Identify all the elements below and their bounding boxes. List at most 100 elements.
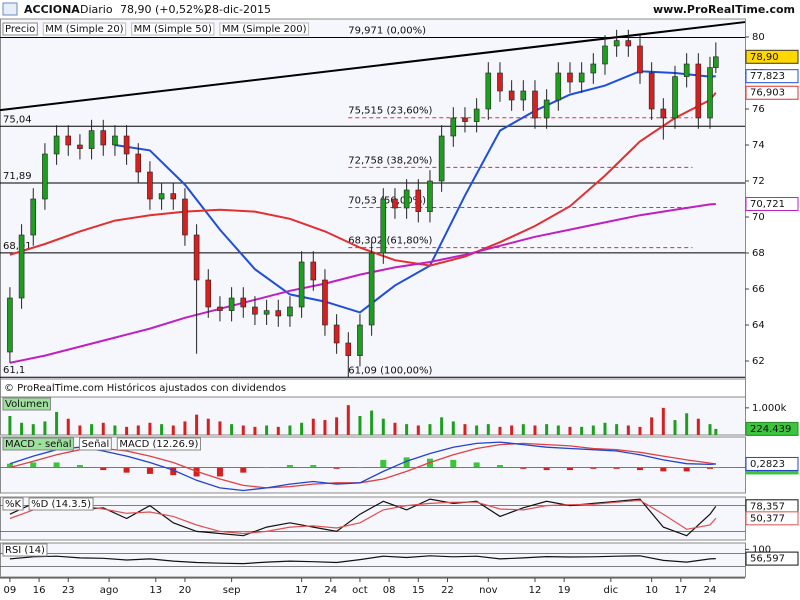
candle-body bbox=[555, 72, 562, 101]
level-label: 61,1 bbox=[3, 365, 25, 376]
candle-body bbox=[298, 261, 305, 308]
trend-line bbox=[0, 21, 746, 112]
volume-bar bbox=[580, 426, 584, 435]
last-value-box bbox=[745, 85, 799, 100]
histogram-bar bbox=[636, 467, 643, 471]
fib-label: 75,515 (23,60%) bbox=[348, 106, 432, 117]
indicator-line bbox=[9, 555, 716, 565]
y-tick-label: 80 bbox=[752, 32, 765, 43]
histogram-bar bbox=[76, 465, 83, 468]
volume-bar bbox=[533, 425, 537, 435]
last-value-label: 0,2823 bbox=[750, 459, 785, 470]
volume-bar bbox=[661, 407, 665, 435]
candle-body bbox=[438, 135, 445, 182]
candle-body bbox=[65, 135, 72, 146]
panel-background bbox=[0, 542, 746, 578]
last-value-label: 77,823 bbox=[750, 71, 785, 82]
last-value-label: 224.439 bbox=[750, 424, 791, 435]
volume-bar bbox=[696, 418, 700, 435]
histogram-bar bbox=[403, 457, 410, 468]
x-tick-label: 24 bbox=[704, 585, 717, 596]
candle-body bbox=[53, 135, 60, 155]
volume-bar bbox=[113, 425, 117, 435]
candle-body bbox=[287, 306, 293, 317]
histogram-bar bbox=[100, 467, 107, 471]
volume-bar bbox=[370, 410, 374, 435]
y-tick-label: 68 bbox=[752, 248, 765, 259]
last-value-label: 78,357 bbox=[750, 501, 785, 512]
candle-body bbox=[520, 90, 527, 101]
volume-bar bbox=[381, 418, 385, 435]
volume-bar bbox=[66, 418, 70, 435]
x-tick-label: oct bbox=[352, 585, 368, 596]
period: Diario bbox=[80, 3, 113, 16]
volume-bar bbox=[20, 422, 24, 435]
y-tick-label: 1.000k bbox=[752, 403, 787, 414]
y-tick-label: 66 bbox=[752, 284, 765, 295]
histogram-bar bbox=[543, 467, 550, 471]
legend-entry: %D (14.3.5) bbox=[31, 499, 91, 510]
histogram-bar bbox=[146, 467, 153, 474]
candle-body bbox=[473, 108, 480, 122]
x-tick-label: 16 bbox=[33, 585, 46, 596]
candle-body bbox=[380, 198, 387, 254]
volume-bar bbox=[288, 425, 292, 435]
last-value-box bbox=[745, 551, 799, 566]
last-value-box bbox=[745, 456, 799, 471]
last-value-box bbox=[745, 69, 799, 84]
candle-body bbox=[193, 234, 200, 281]
candle-body bbox=[602, 45, 608, 65]
legend-entry: RSI (14) bbox=[5, 545, 45, 556]
legend-box bbox=[2, 437, 75, 451]
level-label: 71,89 bbox=[3, 171, 32, 182]
x-tick-label: dic bbox=[604, 585, 619, 596]
volume-bar bbox=[685, 413, 689, 435]
candle-body bbox=[205, 279, 212, 308]
quote: 78,90 (+0,52%) bbox=[120, 3, 208, 16]
candle-body bbox=[637, 45, 643, 74]
x-tick-label: 10 bbox=[645, 585, 658, 596]
volume-bar bbox=[615, 424, 619, 435]
x-tick-label: 12 bbox=[529, 585, 542, 596]
volume-bar bbox=[171, 425, 175, 435]
histogram-bar bbox=[520, 467, 527, 469]
fib-label: 61,09 (100,00%) bbox=[348, 365, 432, 376]
candle-body bbox=[660, 108, 667, 119]
volume-bar bbox=[253, 426, 257, 435]
fib-label: 68,302 (61,80%) bbox=[348, 236, 432, 247]
candle-body bbox=[590, 63, 597, 74]
volume-bar bbox=[43, 421, 47, 435]
candle-body bbox=[322, 279, 328, 326]
legend-box bbox=[2, 543, 48, 557]
histogram-bar bbox=[170, 467, 177, 476]
legend-box bbox=[219, 22, 310, 36]
candle-body bbox=[158, 193, 165, 200]
candle-body bbox=[252, 306, 258, 315]
legend-box bbox=[42, 22, 127, 36]
x-tick-label: nov bbox=[479, 585, 497, 596]
histogram-bar bbox=[356, 467, 363, 469]
candle-body bbox=[7, 297, 13, 353]
y-tick-label: 74 bbox=[752, 140, 765, 151]
candle-body bbox=[450, 117, 457, 137]
histogram-bar bbox=[496, 465, 503, 468]
volume-bar bbox=[346, 405, 350, 435]
fib-label: 79,971 (0,00%) bbox=[348, 26, 426, 37]
volume-bar bbox=[265, 425, 269, 435]
y-tick-label: 62 bbox=[752, 356, 765, 367]
histogram-bar bbox=[333, 467, 340, 469]
legend-entry: MM (Simple 20) bbox=[45, 24, 123, 35]
panel-background bbox=[0, 496, 746, 541]
candle-body bbox=[543, 99, 550, 119]
histogram-bar bbox=[286, 465, 293, 468]
legend-entry: MM (Simple 200) bbox=[222, 24, 307, 35]
candle-body bbox=[683, 63, 690, 77]
volume-bar bbox=[673, 420, 677, 435]
candle-body bbox=[695, 63, 702, 119]
instrument-name: ACCIONA bbox=[24, 3, 80, 16]
volume-bar bbox=[358, 416, 362, 435]
indicator-line bbox=[9, 499, 717, 535]
x-tick-label: 19 bbox=[558, 585, 571, 596]
volume-bar bbox=[568, 426, 572, 435]
volume-bar bbox=[206, 418, 210, 435]
